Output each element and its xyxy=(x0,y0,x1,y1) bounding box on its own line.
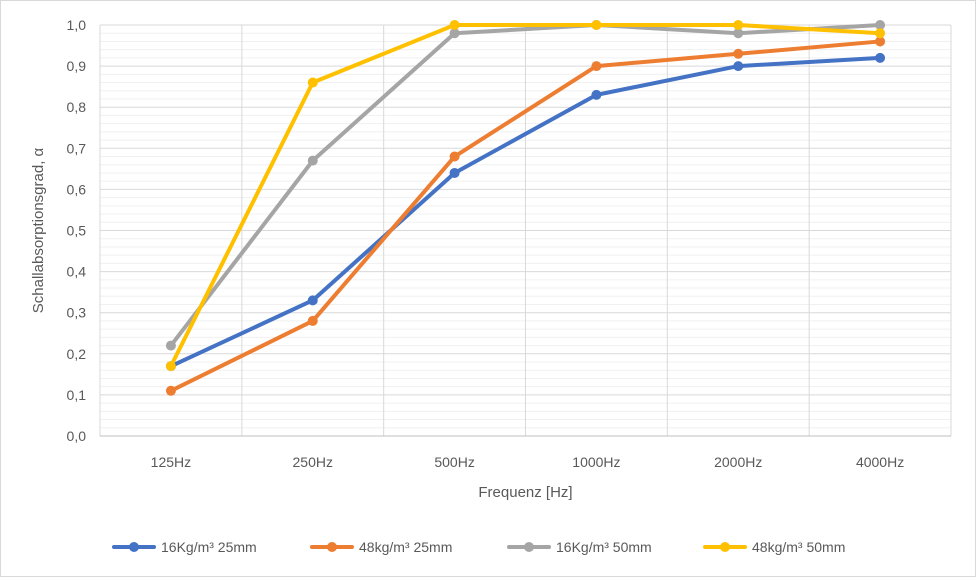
x-tick-label: 250Hz xyxy=(293,454,333,470)
data-point xyxy=(733,28,744,39)
legend-item: 16Kg/m³ 25mm xyxy=(112,539,257,555)
data-point xyxy=(449,151,460,162)
y-tick-label: 0,3 xyxy=(67,305,87,321)
y-tick-label: 0,1 xyxy=(67,387,87,403)
series-lines xyxy=(165,20,886,396)
legend-label: 48kg/m³ 50mm xyxy=(752,539,845,555)
series-line xyxy=(168,55,883,369)
data-point xyxy=(875,28,886,39)
data-point xyxy=(165,361,176,372)
data-point xyxy=(165,340,176,351)
legend-label: 16Kg/m³ 25mm xyxy=(161,539,257,555)
x-tick-label: 125Hz xyxy=(151,454,191,470)
data-point xyxy=(307,77,318,88)
y-tick-label: 1,0 xyxy=(67,17,87,33)
data-point xyxy=(591,20,602,30)
series-line xyxy=(168,23,883,369)
x-tick-label: 1000Hz xyxy=(572,454,620,470)
series-line xyxy=(168,23,883,348)
y-tick-label: 0,2 xyxy=(67,346,87,362)
data-point xyxy=(165,385,176,396)
data-point xyxy=(591,61,602,72)
data-point xyxy=(733,61,744,72)
data-point xyxy=(307,295,318,306)
data-point xyxy=(733,20,744,30)
legend-marker xyxy=(524,542,534,552)
y-tick-label: 0,8 xyxy=(67,99,87,115)
series-4 xyxy=(165,20,886,372)
data-point xyxy=(875,20,886,30)
legend-label: 16Kg/m³ 50mm xyxy=(556,539,652,555)
data-point xyxy=(307,155,318,166)
y-tick-label: 0,4 xyxy=(67,264,87,280)
y-tick-label: 0,9 xyxy=(67,58,87,74)
data-point xyxy=(875,36,886,47)
y-tick-label: 0,5 xyxy=(67,223,87,239)
x-tick-label: 500Hz xyxy=(434,454,474,470)
legend-item: 48kg/m³ 25mm xyxy=(310,539,452,555)
y-axis-title: Schallabsorptionsgrad, α xyxy=(30,147,47,313)
data-point xyxy=(875,52,886,63)
y-tick-label: 0,6 xyxy=(67,181,87,197)
legend-marker xyxy=(720,542,730,552)
data-point xyxy=(449,167,460,178)
data-point xyxy=(307,315,318,326)
legend-label: 48kg/m³ 25mm xyxy=(359,539,452,555)
series-line xyxy=(168,39,883,393)
y-tick-label: 0,0 xyxy=(67,428,87,444)
legend-item: 48kg/m³ 50mm xyxy=(703,539,845,555)
data-point xyxy=(449,28,460,39)
legend: 16Kg/m³ 25mm 48kg/m³ 25mm 16Kg/m³ 50mm 48kg… xyxy=(112,539,845,555)
data-point xyxy=(591,89,602,100)
data-point xyxy=(449,20,460,30)
legend-marker xyxy=(327,542,337,552)
x-axis-title: Frequenz [Hz] xyxy=(478,484,572,501)
y-tick-label: 0,7 xyxy=(67,140,87,156)
y-axis-tick-labels: 0,0 0,1 0,2 0,3 0,4 0,5 0,6 0,7 0,8 0,9 1,0 xyxy=(67,17,87,444)
legend-marker xyxy=(129,542,139,552)
x-axis-tick-labels: 125Hz 250Hz 500Hz 1000Hz 2000Hz 4000Hz xyxy=(151,454,905,470)
x-tick-label: 4000Hz xyxy=(856,454,904,470)
series-2 xyxy=(165,36,886,396)
data-point xyxy=(733,48,744,59)
legend-item: 16Kg/m³ 50mm xyxy=(507,539,652,555)
x-tick-label: 2000Hz xyxy=(714,454,762,470)
major-gridlines xyxy=(99,24,952,436)
